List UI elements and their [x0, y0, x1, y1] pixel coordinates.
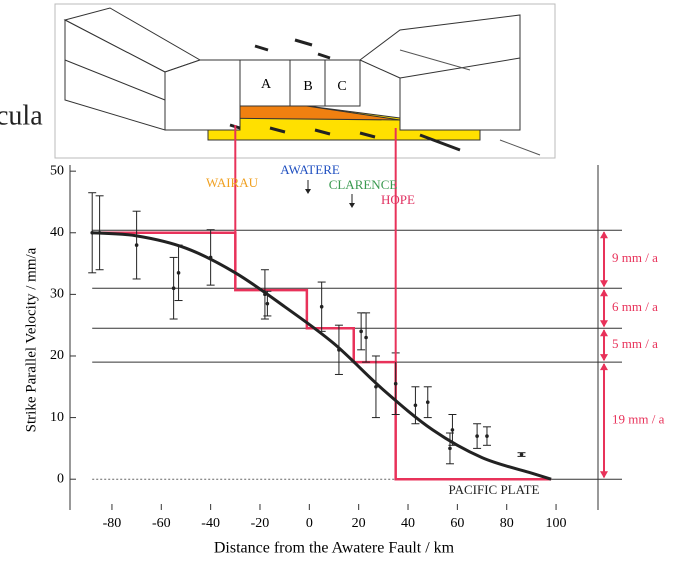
data-point: [263, 292, 267, 297]
y-tick-label: 0: [57, 471, 64, 486]
x-tick-label: 40: [401, 516, 415, 531]
surface-mark: [499, 139, 541, 156]
data-point: [413, 403, 418, 408]
block-label: B: [303, 79, 312, 94]
surface-mark: [399, 49, 471, 71]
x-tick-label: 80: [500, 516, 514, 531]
x-tick-label: -40: [201, 516, 220, 531]
data-point: [475, 434, 479, 438]
data-point: [208, 255, 213, 260]
x-tick-label: 20: [352, 516, 366, 531]
annotation: CLARENCE: [329, 177, 398, 192]
x-tick-label: 100: [546, 516, 567, 531]
bracket-head: [600, 231, 608, 239]
rate-label: 5 mm / a: [612, 336, 658, 351]
y-tick-label: 50: [50, 163, 64, 178]
data-point: [448, 446, 452, 451]
data-point: [485, 434, 489, 438]
x-tick-label: -60: [152, 516, 171, 531]
bracket-head: [600, 289, 608, 297]
bracket-head: [600, 320, 608, 328]
bracket-head: [600, 354, 608, 362]
block-label: A: [261, 77, 272, 92]
data-point: [171, 286, 176, 291]
bracket-head: [600, 329, 608, 337]
data-point: [134, 243, 139, 247]
annotation: AWATERE: [280, 162, 340, 177]
block-label: C: [337, 79, 346, 94]
y-axis-label: Strike Parallel Velocity / mm/a: [23, 247, 39, 432]
annotation-arrowhead: [305, 189, 311, 194]
rate-label: 6 mm / a: [612, 299, 658, 314]
inset-diagram: A B C: [54, 3, 556, 159]
x-tick-label: -80: [103, 516, 122, 531]
x-tick-label: 60: [450, 516, 464, 531]
x-axis-label: Distance from the Awatere Fault / km: [214, 540, 455, 557]
fit-curve: [92, 231, 552, 481]
data-point: [265, 301, 270, 306]
layer-line: [64, 59, 166, 101]
bracket-head: [600, 363, 608, 371]
data-point: [425, 400, 430, 404]
block-edge: [399, 57, 521, 79]
y-tick-label: 40: [50, 225, 64, 240]
bracket-head: [600, 280, 608, 288]
y-tick-label: 30: [50, 287, 64, 302]
data-point: [364, 335, 368, 340]
data-point: [374, 384, 378, 389]
data-point: [393, 381, 398, 386]
rate-label: 19 mm / a: [612, 412, 665, 427]
annotation: HOPE: [381, 192, 415, 207]
bracket-head: [600, 471, 608, 479]
data-point: [319, 304, 324, 309]
data-point: [176, 271, 181, 275]
x-tick-label: -20: [251, 516, 270, 531]
data-point: [97, 230, 102, 235]
annotation-arrowhead: [349, 203, 355, 208]
y-tick-label: 20: [50, 348, 64, 363]
data-point: [359, 329, 363, 334]
data-point: [450, 428, 455, 432]
data-point: [519, 452, 524, 457]
rate-label: 9 mm / a: [612, 250, 658, 265]
block-front: [164, 59, 241, 131]
annotation: WAIRAU: [206, 175, 259, 190]
data-point: [90, 230, 95, 235]
step-line: [92, 231, 552, 481]
data-point: [337, 348, 341, 352]
block-c: [324, 59, 361, 107]
heading-fragment: cula: [0, 100, 43, 131]
annotation: PACIFIC PLATE: [449, 482, 540, 497]
x-tick-label: 0: [306, 516, 313, 531]
y-tick-label: 10: [50, 410, 64, 425]
